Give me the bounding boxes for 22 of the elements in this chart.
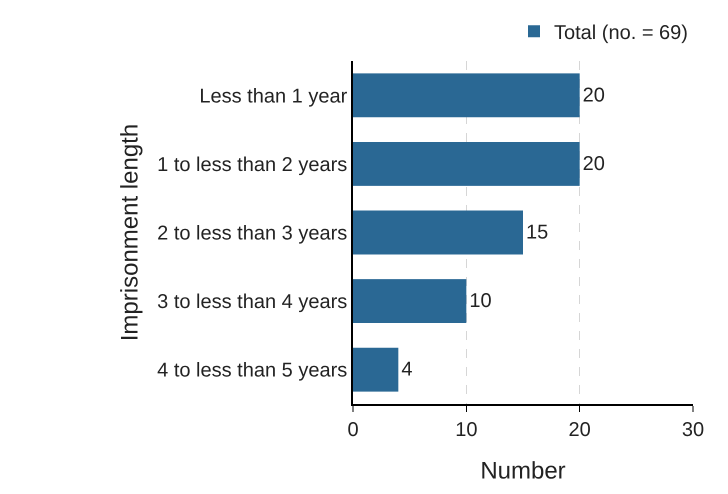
data-label: 20 <box>582 152 605 175</box>
bar <box>353 348 398 392</box>
bar <box>353 279 466 324</box>
bar <box>353 142 580 186</box>
data-label: 4 <box>401 358 412 381</box>
data-label: 10 <box>469 290 492 312</box>
bar <box>353 73 580 118</box>
x-tick-label: 10 <box>455 418 478 441</box>
x-axis-title: Number <box>480 458 566 485</box>
y-tick-label: 1 to less than 2 years <box>157 154 348 176</box>
y-axis-title: Imprisonment length <box>116 124 144 342</box>
y-tick-label: Less than 1 year <box>199 85 348 108</box>
y-tick-label: 3 to less than 4 years <box>157 291 348 314</box>
x-tick-label: 0 <box>347 418 359 441</box>
y-tick-label: 2 to less than 3 years <box>157 222 348 244</box>
x-tick-label: 20 <box>568 418 591 441</box>
data-label: 15 <box>526 222 548 244</box>
y-tick-label: 4 to less than 5 years <box>157 360 348 382</box>
bar <box>353 210 523 254</box>
legend-label: Total (no. = 69) <box>554 22 688 44</box>
x-tick-label: 30 <box>682 418 704 441</box>
data-label: 20 <box>582 84 605 106</box>
